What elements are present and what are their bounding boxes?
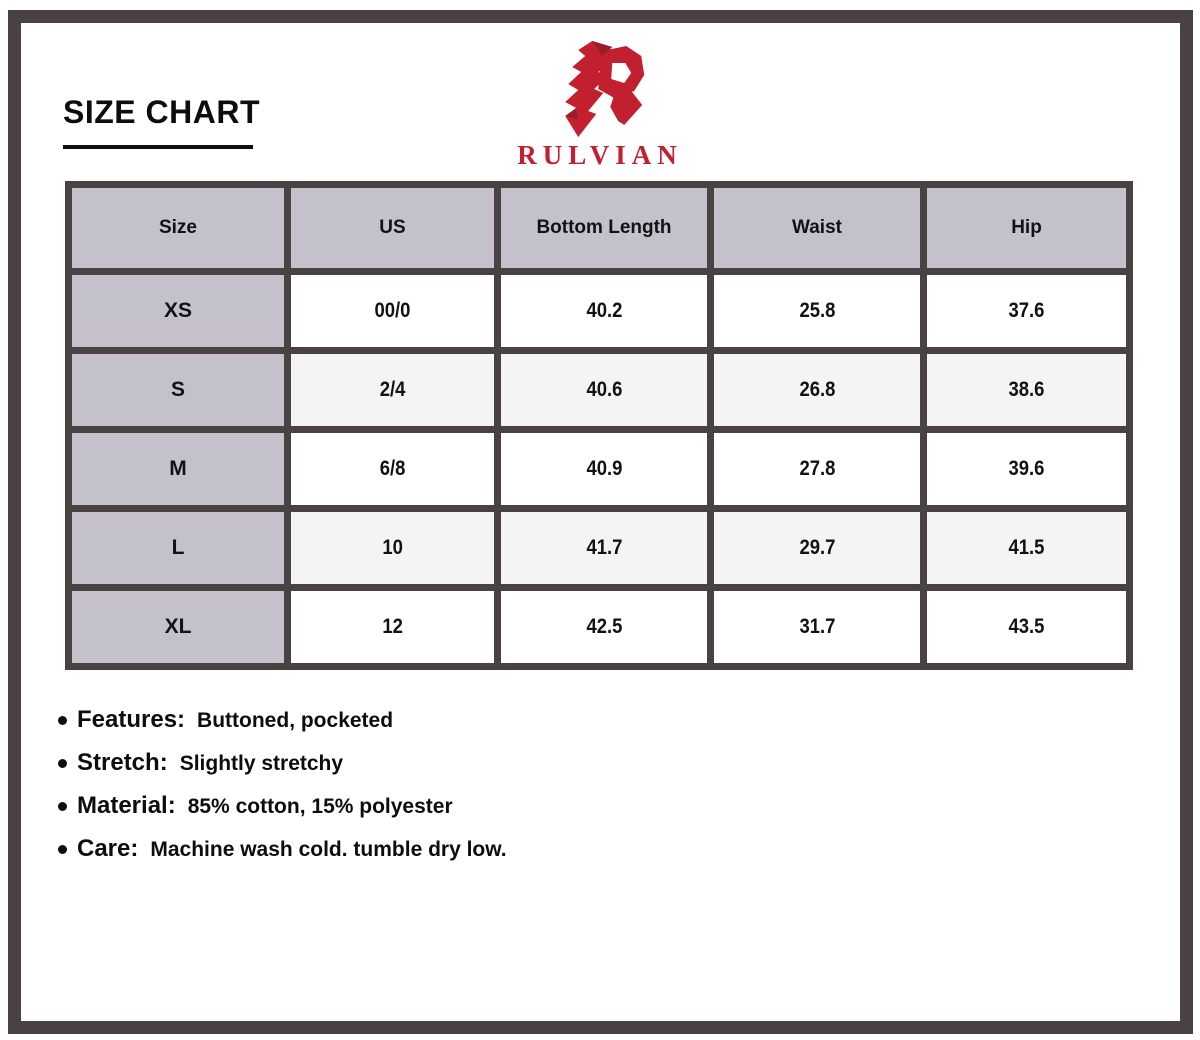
title-underline: [63, 145, 253, 149]
col-header-us: US: [291, 188, 494, 268]
table-cell: 40.6: [501, 354, 707, 426]
table-cell: 26.8: [714, 354, 920, 426]
table-cell: 40.9: [501, 433, 707, 505]
note-label: Features:: [77, 706, 186, 733]
table-cell: 29.7: [714, 512, 920, 584]
note-label: Care:: [77, 835, 139, 862]
table-cell: 00/0: [291, 275, 494, 347]
row-label-xl: XL: [72, 591, 284, 663]
note-value: Buttoned, pocketed: [197, 709, 394, 732]
col-header-hip: Hip: [927, 188, 1126, 268]
table-cell: 37.6: [927, 275, 1126, 347]
size-chart-table: Size US Bottom Length Waist Hip XS 00/0 …: [65, 181, 1133, 670]
brand-logo: RULVIAN: [517, 40, 683, 171]
bullet-icon: [58, 844, 67, 854]
note-label: Material:: [77, 792, 176, 819]
table-cell: 41.5: [927, 512, 1126, 584]
note-features: Features: Buttoned, pocketed: [58, 706, 507, 734]
row-label-m: M: [72, 433, 284, 505]
note-care: Care: Machine wash cold. tumble dry low.: [58, 835, 507, 863]
title-block: SIZE CHART: [63, 94, 260, 149]
table-cell: 39.6: [927, 433, 1126, 505]
table-cell: 6/8: [291, 433, 494, 505]
product-notes: Features: Buttoned, pocketed Stretch: Sl…: [58, 706, 507, 878]
col-header-waist: Waist: [714, 188, 920, 268]
table-cell: 25.8: [714, 275, 920, 347]
page-title: SIZE CHART: [63, 94, 260, 130]
table-cell: 12: [291, 591, 494, 663]
note-label: Stretch:: [77, 749, 168, 776]
table-cell: 43.5: [927, 591, 1126, 663]
col-header-size: Size: [72, 188, 284, 268]
table-cell: 27.8: [714, 433, 920, 505]
table-cell: 42.5: [501, 591, 707, 663]
rulvian-r-logo-icon: [565, 41, 644, 137]
outer-frame: [8, 10, 1193, 1034]
note-material: Material: 85% cotton, 15% polyester: [58, 792, 507, 820]
bullet-icon: [58, 801, 67, 811]
bullet-icon: [58, 715, 67, 725]
row-label-xs: XS: [72, 275, 284, 347]
note-value: Machine wash cold. tumble dry low.: [150, 838, 507, 861]
table-cell: 38.6: [927, 354, 1126, 426]
table-cell: 2/4: [291, 354, 494, 426]
note-value: Slightly stretchy: [179, 752, 344, 775]
brand-name: RULVIAN: [517, 140, 683, 170]
bullet-icon: [58, 758, 67, 768]
row-label-s: S: [72, 354, 284, 426]
col-header-bottom-length: Bottom Length: [501, 188, 707, 268]
table-cell: 41.7: [501, 512, 707, 584]
note-stretch: Stretch: Slightly stretchy: [58, 749, 507, 777]
row-label-l: L: [72, 512, 284, 584]
table-cell: 40.2: [501, 275, 707, 347]
table-cell: 10: [291, 512, 494, 584]
table-cell: 31.7: [714, 591, 920, 663]
note-value: 85% cotton, 15% polyester: [187, 795, 453, 818]
